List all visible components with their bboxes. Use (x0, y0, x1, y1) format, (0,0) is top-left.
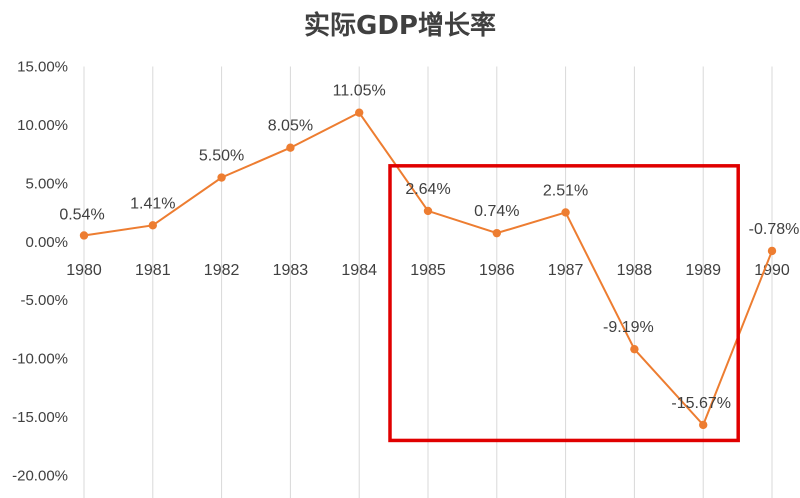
y-tick-label: -5.00% (20, 292, 68, 309)
gridlines (83, 66, 773, 498)
x-tick-label: 1988 (617, 262, 653, 279)
x-tick-label: 1990 (754, 262, 790, 279)
data-point (423, 206, 433, 216)
data-point (355, 108, 364, 117)
x-tick-label: 1984 (341, 262, 377, 279)
data-point (699, 420, 708, 430)
data-label: 11.05% (333, 83, 386, 100)
x-tick-label: 1981 (135, 262, 171, 279)
chart-title: 实际GDP增长率 (304, 10, 496, 41)
y-tick-label: 0.00% (25, 234, 68, 251)
series-gdp-growth (79, 108, 777, 430)
highlight-overlay (388, 164, 740, 443)
y-axis-ticks: 15.00% 10.00% 5.00% 0.00% -5.00% -10.00% -15.0… (12, 59, 68, 485)
data-point (79, 231, 89, 240)
data-label: 0.74% (474, 203, 519, 220)
data-label: -9.19% (603, 319, 654, 336)
x-tick-label: 1982 (204, 262, 240, 279)
y-tick-label: 10.00% (17, 117, 68, 134)
data-label: -0.78% (749, 221, 800, 238)
data-point (561, 208, 570, 217)
data-point (148, 221, 157, 230)
y-tick-label: 15.00% (17, 59, 68, 76)
data-point (492, 228, 501, 238)
data-label: 8.05% (268, 118, 313, 135)
x-axis-ticks: 1980 1981 1982 1983 1984 1985 1986 1987 1988 1989… (66, 262, 790, 279)
y-tick-label: -20.00% (12, 468, 68, 485)
data-label: 2.51% (543, 182, 588, 199)
x-tick-label: 1986 (479, 262, 515, 279)
data-label: 2.64% (405, 181, 450, 198)
data-label: -15.67% (671, 395, 731, 412)
x-tick-label: 1980 (66, 262, 102, 279)
data-label: 0.54% (59, 206, 104, 223)
x-tick-label: 1985 (410, 262, 446, 279)
x-tick-label: 1987 (548, 262, 584, 279)
y-tick-label: -15.00% (12, 409, 68, 426)
y-tick-label: 5.00% (25, 175, 68, 192)
data-label: 1.41% (130, 195, 175, 212)
data-label: 5.50% (199, 148, 244, 165)
data-labels: 0.54% 1.41% 5.50% 8.05% 11.05% 2.64% 0.74% 2.51… (59, 83, 799, 412)
data-point (767, 246, 777, 256)
highlight-box (388, 164, 740, 443)
y-tick-label: -10.00% (12, 351, 68, 368)
x-tick-label: 1983 (273, 262, 309, 279)
data-point (286, 143, 295, 152)
x-tick-label: 1989 (685, 262, 721, 279)
data-point (217, 173, 226, 182)
data-point (630, 344, 639, 354)
